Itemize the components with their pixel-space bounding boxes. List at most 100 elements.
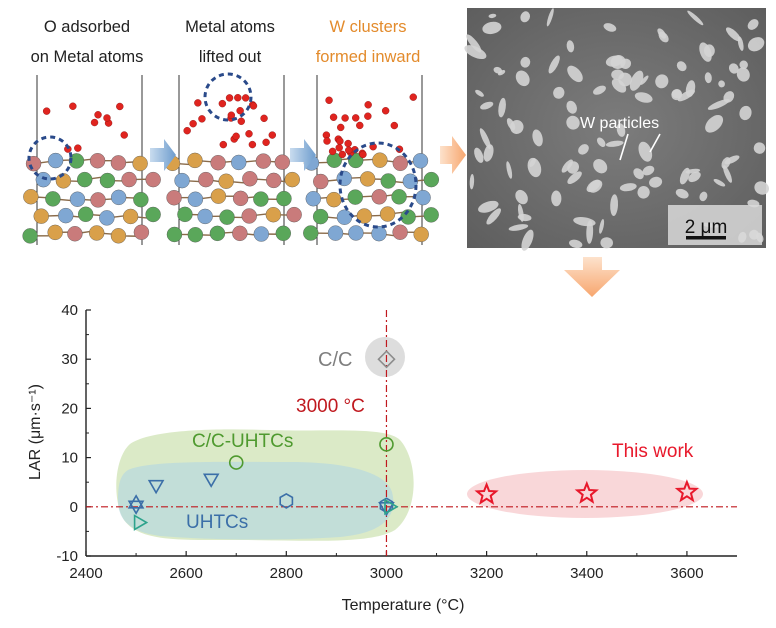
atom [23,189,39,205]
w-particle [629,70,644,91]
oxygen-atom [262,138,270,147]
annotation-this-work: This work [612,441,694,462]
oxygen-atom [219,140,228,149]
w-particle [593,159,608,174]
atom [253,226,269,242]
w-particle [506,161,513,179]
oxygen-atom [364,112,372,120]
w-particle [723,91,735,103]
oxygen-atom [218,99,227,108]
atomistic-snapshots [22,72,440,245]
w-particle [728,63,739,74]
w-particle [605,55,623,67]
sem-micrograph: W particles 2 μm [464,8,770,251]
atom [265,207,282,223]
w-particle [482,21,502,35]
oxygen-atom [189,120,197,128]
w-particle [637,186,650,199]
atom [371,189,387,205]
atom [90,192,106,208]
x-tick-label: 2600 [169,565,202,582]
cc-highlight [365,337,405,377]
snapshot-panel-1 [22,75,161,245]
w-particle [753,142,766,154]
atom [242,171,258,187]
atom [133,191,149,208]
highlight-ring [203,72,253,122]
atom [372,152,388,168]
atom [232,225,248,242]
atom [379,206,396,222]
w-particle [705,114,724,133]
annotation-uhtcs: UHTCs [186,512,248,533]
atom [133,224,150,240]
atom [122,208,139,225]
atom [198,171,214,188]
oxygen-atom [116,102,124,111]
atom [76,171,93,188]
w-particle [520,56,531,68]
atom [145,206,161,223]
w-particle [658,31,669,43]
atom [110,155,127,171]
w-particle [475,89,484,97]
w-particle [561,159,573,173]
y-tick-label: -10 [56,548,78,565]
lar-chart: 2400 2600 2800 3000 3200 3400 3600 -10 0 10 20 30 40… [27,302,737,614]
oxygen-atom [329,113,338,121]
w-particle [586,179,601,193]
w-particle [515,189,528,205]
w-particle [464,45,487,60]
w-particle [593,85,606,95]
x-tick-label: 3200 [470,565,503,582]
w-particle [676,61,687,72]
w-particle [546,8,554,27]
w-particle [605,140,624,147]
oxygen-atom [323,137,331,145]
w-particle [754,181,770,195]
snapshot-labels: O adsorbed on Metal atoms Metal atoms li… [31,18,421,66]
w-particle [725,27,741,42]
w-particle [567,171,582,184]
snapshot-panel-2 [164,75,302,245]
oxygen-atom [241,94,250,102]
atom [326,191,342,208]
w-particle [675,188,689,199]
w-particle [671,89,682,99]
x-axis-label: Temperature (°C) [342,597,465,614]
marker-triangle-down-uhtcs [202,473,220,488]
region-shading [116,337,703,541]
highlight-ring [27,135,73,181]
oxygen-atom [260,114,268,123]
oxygen-atom [90,118,99,127]
flow-arrow-2 [290,139,316,171]
w-particle [573,216,596,227]
marker-triangle-right-uhtcs [133,514,149,531]
w-particle [508,224,529,231]
oxygen-atom [335,144,343,152]
oxygen-atom [268,131,277,139]
y-tick-label: 10 [61,450,78,467]
atom [327,225,344,241]
w-particle [611,69,624,80]
atom [47,224,63,241]
oxygen-atom [194,99,202,107]
annotation-3000c: 3000 °C [296,396,365,417]
atom [89,153,106,169]
w-particle [515,70,530,87]
w-particle [707,99,730,110]
w-particle [699,191,708,202]
marker-star-this-work [474,481,499,505]
w-particle [578,144,589,155]
atom [110,189,127,206]
atom [187,152,203,169]
atom [266,172,282,189]
w-particle [566,40,575,53]
w-particle [677,89,695,102]
y-axis-label: LAR (μm·s⁻¹) [27,384,44,480]
w-particle [527,157,542,178]
atom [58,207,74,224]
flow-arrow-1 [150,139,176,171]
atom [69,191,86,207]
w-particle [603,23,617,32]
